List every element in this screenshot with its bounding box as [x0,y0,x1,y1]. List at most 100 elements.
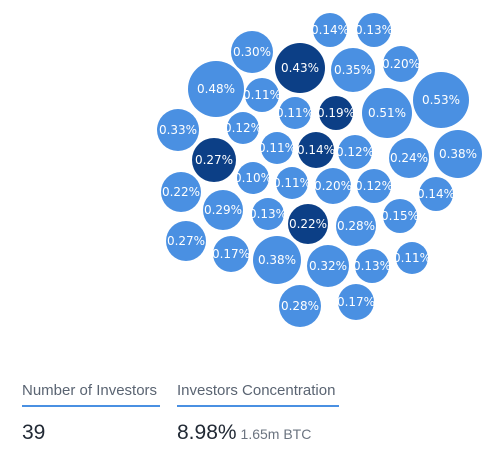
investor-bubble-label: 0.10% [234,171,272,185]
investor-bubble-label: 0.11% [258,141,296,155]
investor-bubble-label: 0.38% [258,253,296,267]
investor-bubble-circle[interactable] [237,162,269,194]
investor-bubble-label: 0.33% [159,123,197,137]
investor-bubble-circle[interactable] [275,43,325,93]
investor-bubble-label: 0.27% [167,234,205,248]
investor-bubble-circle[interactable] [389,138,429,178]
investor-bubble[interactable]: 0.28% [279,285,321,327]
investor-bubble[interactable]: 0.20% [382,46,420,82]
investor-bubble-label: 0.17% [212,247,250,261]
investor-bubble-circle[interactable] [298,132,334,168]
investor-bubble-circle[interactable] [307,245,349,287]
investors-concentration-btc: 1.65m BTC [240,426,312,442]
investor-bubble-circle[interactable] [213,236,249,272]
investor-bubble[interactable]: 0.11% [393,242,431,274]
investor-bubble-circle[interactable] [434,130,482,178]
investor-bubble-circle[interactable] [357,169,391,203]
investor-bubble[interactable]: 0.13% [249,198,287,230]
investor-bubble[interactable]: 0.12% [336,135,374,169]
investor-bubble[interactable]: 0.11% [273,167,311,199]
investor-bubble[interactable]: 0.38% [253,236,301,284]
investor-bubble-circle[interactable] [338,135,372,169]
investor-bubble-label: 0.13% [355,23,393,37]
investor-bubble-circle[interactable] [383,46,419,82]
investor-bubble-circle[interactable] [245,78,279,112]
investor-bubble-circle[interactable] [413,72,469,128]
investor-bubble[interactable]: 0.35% [331,48,375,92]
investor-bubble[interactable]: 0.28% [336,206,376,246]
investor-bubble[interactable]: 0.24% [389,138,429,178]
stats-panel: Number of Investors 39 Investors Concent… [22,382,482,452]
investor-bubble[interactable]: 0.27% [166,221,206,261]
investor-bubble[interactable]: 0.15% [381,199,419,233]
investor-bubble-circle[interactable] [252,198,284,230]
investor-bubble[interactable]: 0.13% [355,13,393,47]
number-of-investors-stat: Number of Investors 39 [22,382,160,445]
investor-bubble-label: 0.22% [289,217,327,231]
investor-bubble[interactable]: 0.30% [231,31,273,73]
investor-bubble-circle[interactable] [336,206,376,246]
investor-bubble-circle[interactable] [357,13,391,47]
investor-bubble-label: 0.12% [224,121,262,135]
investor-bubble-circle[interactable] [315,168,351,204]
investor-bubble-label: 0.22% [162,185,200,199]
investor-bubble[interactable]: 0.29% [203,190,243,230]
investor-bubble[interactable]: 0.12% [224,112,262,144]
investor-bubble-circle[interactable] [166,221,206,261]
investor-bubble[interactable]: 0.20% [314,168,352,204]
investor-bubble[interactable]: 0.48% [188,61,244,117]
investor-bubble-circle[interactable] [362,88,412,138]
investor-bubble[interactable]: 0.38% [434,130,482,178]
investor-bubble-circle[interactable] [203,190,243,230]
investor-bubble-label: 0.48% [197,82,235,96]
investor-bubble[interactable]: 0.32% [307,245,349,287]
investor-bubble[interactable]: 0.17% [337,284,375,320]
investor-bubble[interactable]: 0.11% [276,97,314,129]
investor-bubble[interactable]: 0.19% [317,96,355,130]
investor-bubble[interactable]: 0.22% [161,172,201,212]
investor-bubble-circle[interactable] [383,199,417,233]
investor-bubble-circle[interactable] [288,204,328,244]
investor-bubble[interactable]: 0.11% [243,78,281,112]
investor-bubble[interactable]: 0.13% [353,249,391,283]
investor-bubble[interactable]: 0.43% [275,43,325,93]
investor-bubble[interactable]: 0.22% [288,204,328,244]
investor-bubble[interactable]: 0.17% [212,236,250,272]
number-of-investors-value: 39 [22,421,46,444]
investor-bubble[interactable]: 0.14% [311,13,349,47]
investor-bubble[interactable]: 0.53% [413,72,469,128]
investor-bubble-cluster: 0.14% 0.13% 0.30% 0.43% 0.35% 0.20% 0.48% 0.11%… [157,13,482,327]
investor-bubble-circle[interactable] [331,48,375,92]
investor-bubble-circle[interactable] [231,31,273,73]
investor-bubble-label: 0.38% [439,147,477,161]
investor-bubble[interactable]: 0.11% [258,132,296,164]
investor-bubble[interactable]: 0.51% [362,88,412,138]
investor-bubble[interactable]: 0.27% [192,138,236,182]
investor-bubble-circle[interactable] [338,284,374,320]
investor-bubble-circle[interactable] [253,236,301,284]
investor-bubble-circle[interactable] [419,177,453,211]
investor-bubble[interactable]: 0.14% [297,132,335,168]
investor-bubble-circle[interactable] [396,242,428,274]
investor-bubble-circle[interactable] [161,172,201,212]
investor-bubble-circle[interactable] [227,112,259,144]
investor-bubble-label: 0.11% [393,251,431,265]
investor-bubble-circle[interactable] [279,97,311,129]
investor-bubble-circle[interactable] [188,61,244,117]
investor-bubble-circle[interactable] [157,109,199,151]
investor-bubble-label: 0.11% [276,106,314,120]
investor-bubble-circle[interactable] [261,132,293,164]
investor-bubble-circle[interactable] [355,249,389,283]
investor-bubble-circle[interactable] [279,285,321,327]
investor-bubble-circle[interactable] [192,138,236,182]
investor-bubble-label: 0.30% [233,45,271,59]
investor-bubble[interactable]: 0.10% [234,162,272,194]
investors-concentration-stat: Investors Concentration 8.98% 1.65m BTC [177,382,339,445]
investor-bubble[interactable]: 0.14% [417,177,455,211]
investor-bubble-circle[interactable] [319,96,353,130]
investor-bubble-circle[interactable] [313,13,347,47]
investor-bubble-label: 0.17% [337,295,375,309]
investor-bubble-circle[interactable] [276,167,308,199]
investor-bubble[interactable]: 0.12% [355,169,393,203]
investor-bubble[interactable]: 0.33% [157,109,199,151]
